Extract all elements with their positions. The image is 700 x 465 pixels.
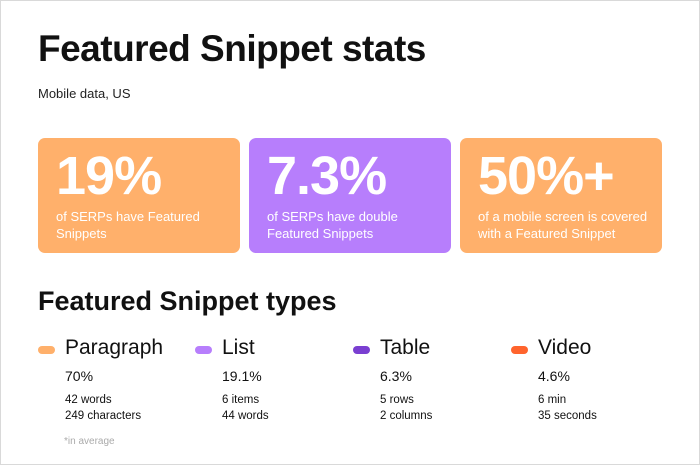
stat-card-screen: 50%+ of a mobile screen is covered with … (460, 138, 662, 253)
type-detail: 35 seconds (538, 410, 597, 422)
section-title: Featured Snippet types (38, 286, 337, 316)
page-title: Featured Snippet stats (38, 28, 426, 69)
page-subtitle: Mobile data, US (38, 86, 131, 101)
color-swatch-icon (511, 346, 528, 354)
type-name: Paragraph (65, 336, 164, 359)
type-percent: 4.6% (538, 368, 570, 384)
stat-card-serps: 19% of SERPs have Featured Snippets (38, 138, 240, 253)
stat-value: 7.3% (267, 146, 387, 206)
type-detail: 44 words (222, 410, 269, 422)
type-percent: 19.1% (222, 368, 262, 384)
stat-value: 50%+ (478, 146, 615, 206)
type-detail: 5 rows (380, 394, 414, 406)
type-percent: 70% (65, 368, 94, 384)
type-detail: 2 columns (380, 410, 433, 422)
color-swatch-icon (38, 346, 55, 354)
stat-value: 19% (56, 146, 162, 206)
type-name: Table (380, 336, 431, 359)
type-detail: 249 characters (65, 410, 142, 422)
color-swatch-icon (195, 346, 212, 354)
stat-description: of SERPs have Featured Snippets (56, 209, 200, 241)
stat-description: of a mobile screen is covered with a Fea… (478, 209, 648, 241)
type-name: Video (538, 336, 592, 359)
type-detail: 6 min (538, 394, 567, 406)
type-detail: 42 words (65, 394, 112, 406)
stat-card-double: 7.3% of SERPs have double Featured Snipp… (249, 138, 451, 253)
type-detail: 6 items (222, 394, 260, 406)
footnote: *in average (64, 436, 115, 447)
stat-description: of SERPs have double Featured Snippets (267, 209, 398, 241)
type-name: List (222, 336, 255, 359)
type-percent: 6.3% (380, 368, 412, 384)
color-swatch-icon (353, 346, 370, 354)
